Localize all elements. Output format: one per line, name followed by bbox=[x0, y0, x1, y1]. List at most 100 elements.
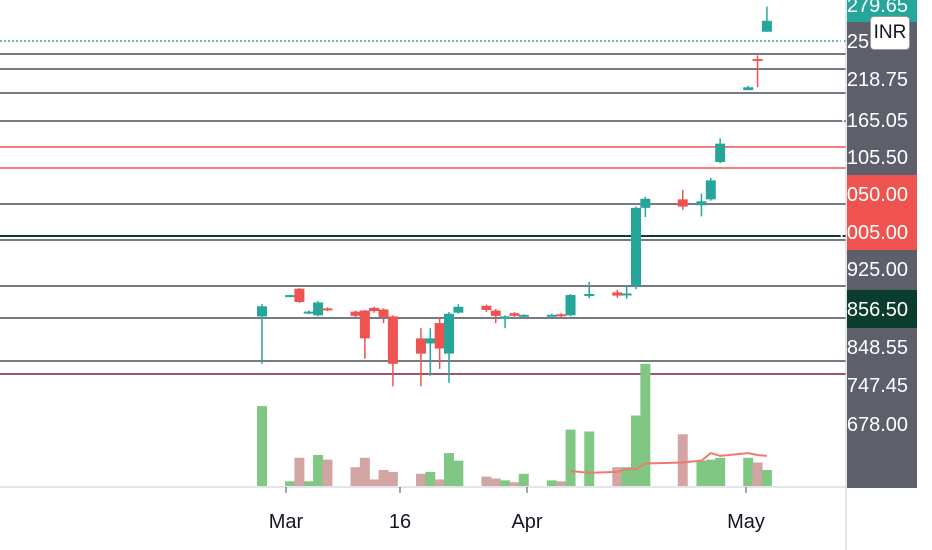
volume-bar bbox=[490, 478, 501, 486]
volume-bar bbox=[584, 431, 595, 486]
volume-bar bbox=[509, 482, 520, 486]
candle-body[interactable] bbox=[490, 310, 501, 316]
price-label: 1165.05 bbox=[837, 110, 908, 132]
price-label: 1105.50 bbox=[837, 147, 908, 169]
candle-body[interactable] bbox=[556, 314, 567, 317]
volume-bar bbox=[631, 415, 641, 486]
price-label-bg bbox=[847, 101, 917, 139]
candle-body[interactable] bbox=[546, 314, 557, 317]
candle-body[interactable] bbox=[743, 87, 754, 91]
volume-bar bbox=[415, 473, 426, 486]
time-label: 16 bbox=[389, 511, 411, 533]
candle-body[interactable] bbox=[500, 316, 511, 319]
candle-body[interactable] bbox=[584, 294, 595, 296]
candle-body[interactable] bbox=[434, 323, 445, 349]
candle-body[interactable] bbox=[565, 295, 576, 316]
candle-body[interactable] bbox=[481, 305, 492, 310]
candle-body[interactable] bbox=[752, 59, 763, 62]
candle-body[interactable] bbox=[621, 293, 632, 296]
volume-bar bbox=[369, 479, 380, 486]
time-axis: Mar 16 Apr May bbox=[0, 486, 846, 533]
candle-body[interactable] bbox=[612, 292, 623, 296]
price-label-bg bbox=[847, 366, 917, 404]
price-label: 1005.00 bbox=[836, 222, 908, 244]
volume-bar bbox=[453, 460, 464, 486]
price-label: 1279.65 bbox=[836, 0, 908, 17]
candle-body[interactable] bbox=[294, 288, 305, 302]
candle-body[interactable] bbox=[322, 308, 333, 311]
candle-body[interactable] bbox=[257, 306, 267, 317]
candlesticks bbox=[257, 6, 772, 387]
horizontal-levels bbox=[0, 40, 846, 375]
price-label-bg bbox=[847, 250, 917, 288]
volume-bar bbox=[322, 459, 333, 486]
volume-bar bbox=[546, 480, 557, 486]
volume-bar bbox=[696, 460, 707, 486]
candle-body[interactable] bbox=[696, 201, 707, 206]
volume-bar bbox=[285, 481, 296, 486]
volume-bar bbox=[434, 479, 445, 486]
time-label: Apr bbox=[511, 511, 542, 533]
candle-body[interactable] bbox=[631, 207, 641, 286]
volume-bar bbox=[313, 454, 324, 486]
candle-body[interactable] bbox=[509, 313, 520, 316]
volume-ma bbox=[570, 451, 768, 474]
time-label: Mar bbox=[269, 511, 304, 533]
candle-body[interactable] bbox=[715, 143, 726, 162]
price-label-bg bbox=[847, 213, 917, 251]
price-axis: 1279.651250.001218.751165.051105.501050.… bbox=[836, 0, 932, 550]
volume-bar bbox=[640, 363, 651, 486]
price-label-bg bbox=[847, 138, 917, 176]
volume-bar bbox=[612, 467, 623, 486]
volume-bar bbox=[621, 467, 632, 486]
volume-bar bbox=[257, 406, 267, 486]
candle-body[interactable] bbox=[453, 306, 464, 313]
volume-bar bbox=[387, 471, 398, 486]
volume-bar bbox=[705, 459, 716, 486]
volume-bar bbox=[715, 457, 726, 486]
candle-body[interactable] bbox=[387, 316, 398, 364]
volume-bar bbox=[359, 457, 370, 486]
price-label-bg bbox=[847, 328, 917, 366]
volume-bar bbox=[444, 453, 454, 486]
candle-body[interactable] bbox=[425, 338, 436, 344]
candle-body[interactable] bbox=[705, 180, 716, 200]
volume-bar bbox=[565, 429, 576, 486]
volume-bar bbox=[743, 457, 754, 486]
volume-bar bbox=[425, 471, 436, 486]
candle-body[interactable] bbox=[285, 295, 296, 298]
candle-body[interactable] bbox=[518, 314, 529, 317]
volume-bar bbox=[761, 470, 772, 486]
price-label-bg bbox=[847, 175, 917, 213]
time-label: May bbox=[727, 511, 765, 533]
price-label-bg bbox=[847, 405, 917, 443]
volume-bar bbox=[556, 481, 567, 486]
price-label: 856.50 bbox=[847, 299, 908, 321]
currency-badge[interactable]: INR bbox=[870, 16, 910, 50]
volume-bar bbox=[378, 470, 389, 486]
volume-bar bbox=[500, 480, 511, 486]
candle-body[interactable] bbox=[359, 310, 370, 339]
volume-bar bbox=[752, 462, 763, 486]
candle-body[interactable] bbox=[313, 302, 324, 316]
candle-body[interactable] bbox=[444, 313, 454, 354]
volume-bar bbox=[294, 457, 305, 486]
candle-body[interactable] bbox=[350, 311, 361, 316]
price-label: 848.55 bbox=[847, 337, 908, 359]
price-label: 678.00 bbox=[847, 414, 908, 436]
candle-body[interactable] bbox=[378, 309, 389, 317]
candle-body[interactable] bbox=[303, 311, 314, 314]
candle-body[interactable] bbox=[761, 20, 772, 32]
candle-body[interactable] bbox=[415, 338, 426, 354]
candle-body[interactable] bbox=[369, 307, 380, 312]
candle-body[interactable] bbox=[640, 198, 651, 208]
price-label: 747.45 bbox=[847, 375, 908, 397]
volume-bar bbox=[481, 476, 492, 486]
price-label: 1050.00 bbox=[836, 184, 908, 206]
price-label-bg bbox=[847, 60, 917, 98]
volume-bar bbox=[350, 467, 361, 486]
price-label: 925.00 bbox=[847, 259, 908, 281]
candle-body[interactable] bbox=[677, 199, 688, 207]
